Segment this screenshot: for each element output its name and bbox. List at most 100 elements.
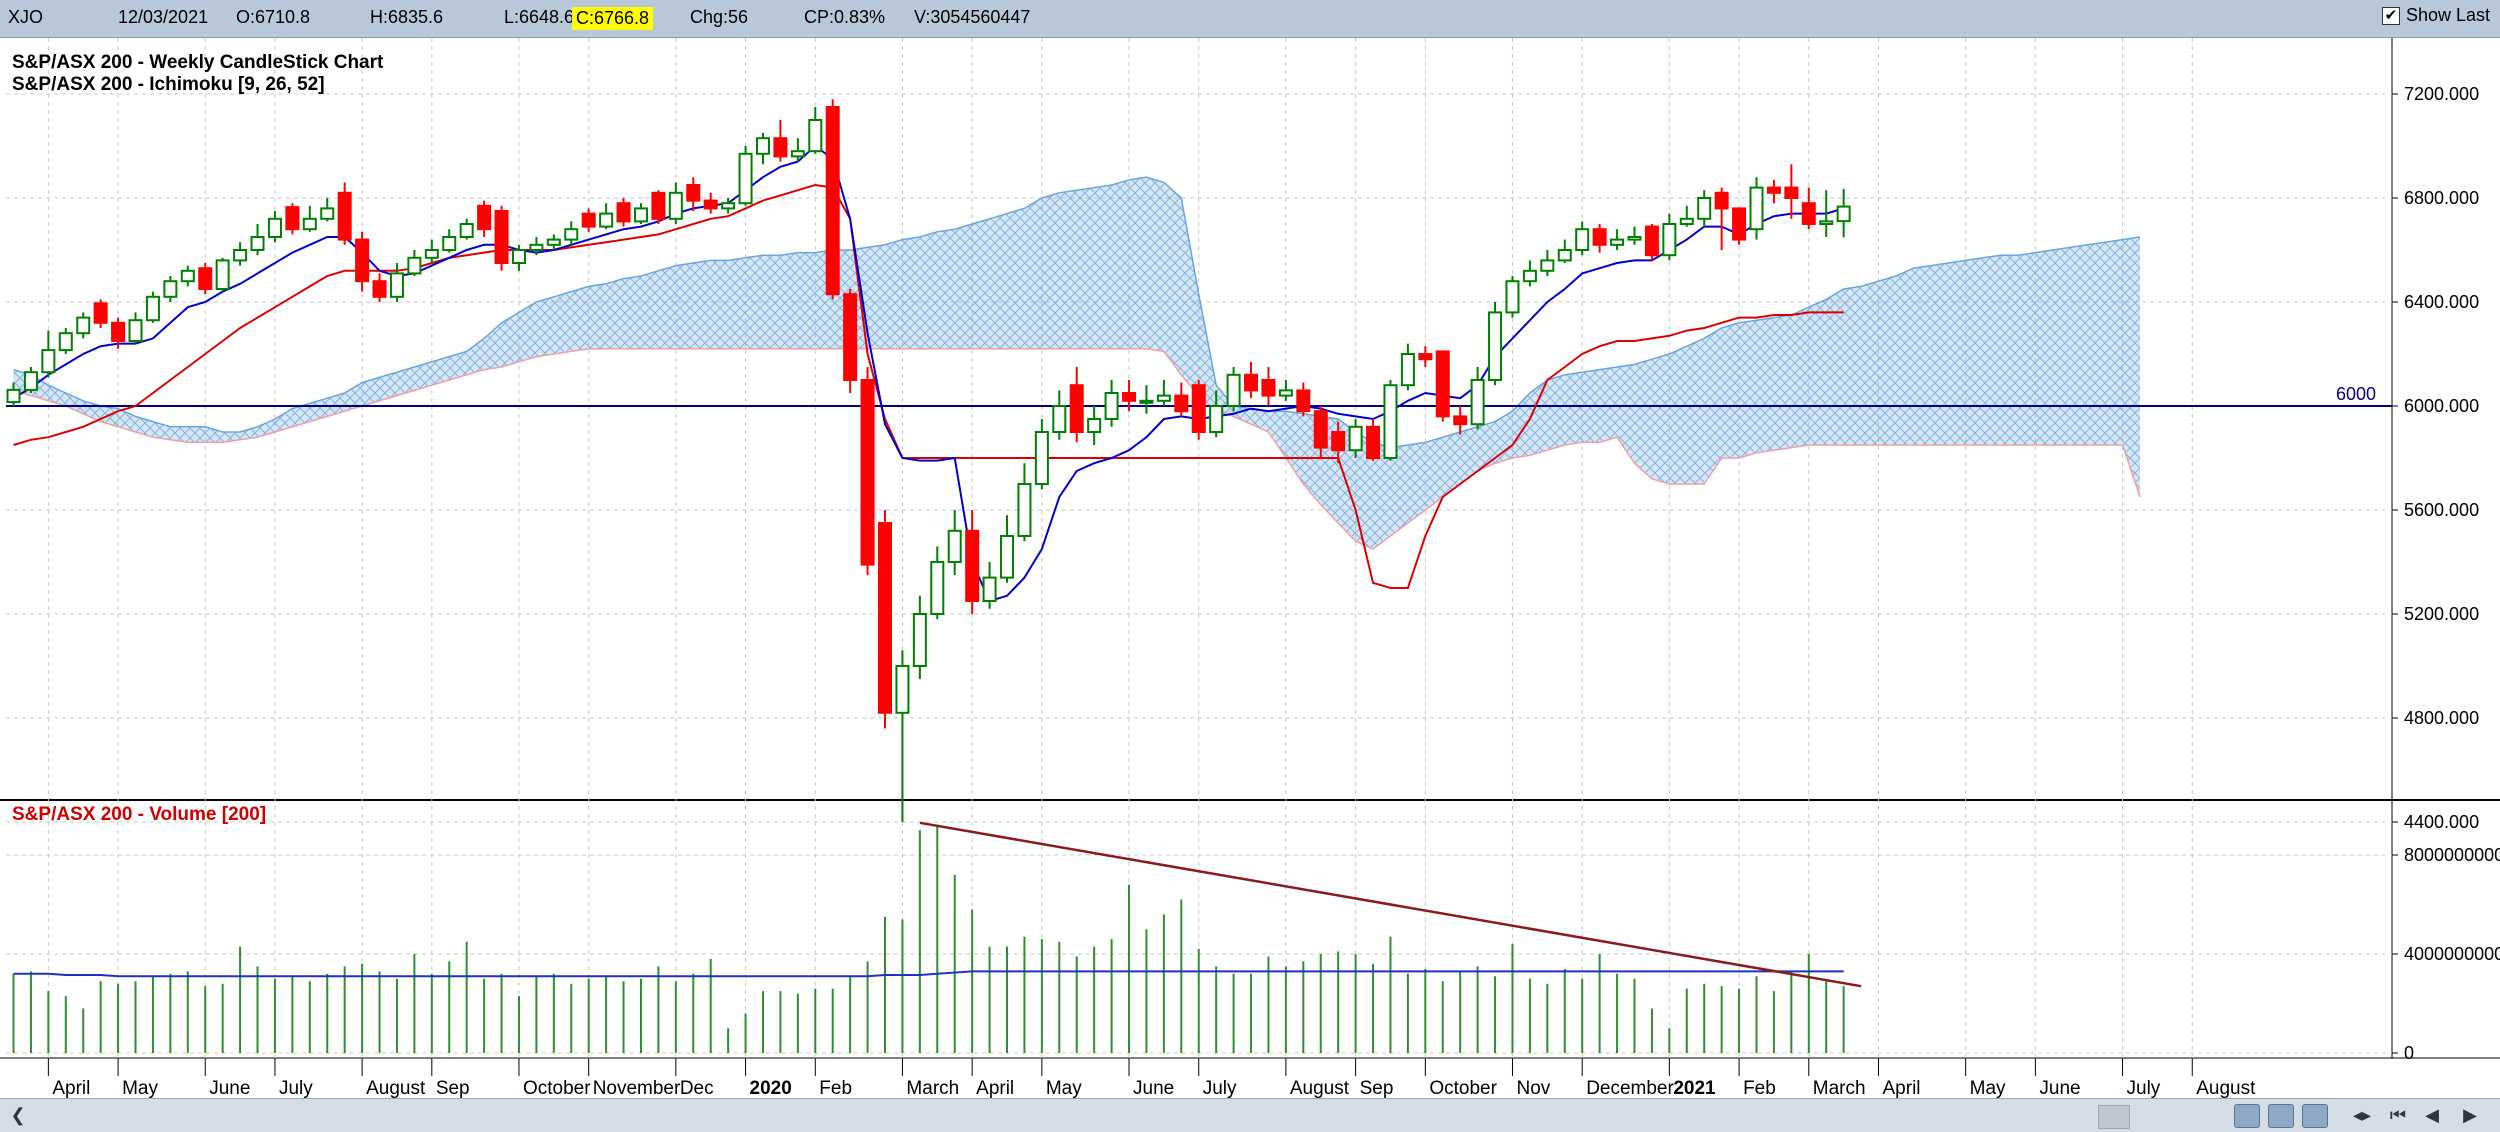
candle-up: [23, 367, 38, 393]
cloud-bull-segment: [1547, 374, 1565, 451]
cloud-bull-segment: [2052, 247, 2071, 445]
candle-up: [912, 595, 927, 679]
cloud-bull-segment: [1442, 432, 1461, 497]
candle-body: [651, 191, 666, 220]
candle-body: [686, 184, 701, 202]
time-tick-label: December: [1586, 1078, 1674, 1098]
candle-up: [1139, 385, 1154, 414]
next-icon[interactable]: ▶: [2463, 1105, 2477, 1125]
cloud-bull-segment: [414, 361, 432, 391]
candle-down: [1732, 207, 1747, 245]
cloud-bull-segment: [1495, 411, 1513, 464]
candle-body: [1418, 353, 1433, 361]
candle-body: [668, 191, 683, 220]
cloud-bull-segment: [1460, 426, 1478, 484]
candle-down: [494, 205, 509, 271]
cloud-bull-segment: [1669, 346, 1687, 484]
candle-down: [843, 289, 858, 393]
cloud-bull-segment: [640, 270, 659, 349]
candle-body: [703, 199, 718, 210]
cloud-bull-segment: [100, 406, 119, 427]
cloud-bull-segment: [728, 257, 746, 349]
chart-area[interactable]: 7200.000 6800.000 6400.000 6000.000 5600.000…: [0, 38, 2500, 1098]
save-icon[interactable]: [2302, 1104, 2328, 1128]
candle-body: [738, 152, 753, 205]
kijun-sen-line: [13, 183, 1844, 589]
cloud-bull-segment: [797, 252, 816, 349]
candle-down: [1191, 380, 1206, 440]
price-tick-label: 4800.000: [2404, 708, 2479, 728]
scroll-left-icon[interactable]: ❮: [10, 1105, 26, 1125]
cloud-bull-segment: [274, 408, 293, 432]
candle-body: [1801, 202, 1816, 225]
candle-body: [1000, 535, 1015, 579]
candle-down: [372, 273, 387, 302]
time-tick-label: 2020: [750, 1078, 792, 1098]
candle-down: [337, 182, 352, 245]
candle-body: [1732, 207, 1747, 241]
candle-up: [1540, 250, 1555, 276]
cloud-bull-segment: [65, 393, 84, 414]
price-tick-label: 7200.000: [2404, 84, 2479, 104]
candle-body: [233, 249, 248, 262]
chart-tool-icon[interactable]: [2234, 1104, 2260, 1128]
scroll-thumb[interactable]: [2098, 1105, 2130, 1129]
candle-up: [1000, 515, 1015, 583]
refresh-icon[interactable]: [2268, 1104, 2294, 1128]
candle-body: [912, 613, 927, 667]
cloud-bull-segment: [693, 260, 711, 349]
candle-body: [564, 228, 579, 241]
candle-body: [1156, 394, 1171, 402]
candle-down: [1592, 224, 1607, 253]
candle-body: [41, 349, 56, 374]
candle-body: [1575, 228, 1590, 251]
candle-up: [1400, 343, 1415, 391]
candle-down: [703, 192, 718, 214]
cloud-bull-segment: [1477, 421, 1496, 471]
cloud-bull-segment: [2087, 242, 2106, 445]
candle-up: [633, 203, 648, 224]
first-page-icon[interactable]: ⏮: [2389, 1105, 2407, 1125]
candle-body: [1470, 379, 1485, 426]
cloud-bull-segment: [780, 252, 798, 349]
open-label: O:6710.8: [236, 7, 311, 27]
cloud-bull-segment: [1564, 372, 1583, 445]
time-tick-label: May: [1970, 1078, 2006, 1098]
candle-up: [233, 242, 248, 266]
candle-body: [442, 236, 457, 251]
candle-body: [285, 206, 300, 231]
candle-up: [128, 312, 143, 344]
cloud-bull-segment: [885, 239, 903, 349]
scroll-bar[interactable]: ❮ ◂▸ ⏮ ◀ ▶: [0, 1098, 2500, 1132]
candle-up: [6, 382, 21, 406]
price-tick-label: 5200.000: [2404, 604, 2479, 624]
senkou-span-b-line: [13, 348, 2141, 550]
candle-down: [1244, 361, 1259, 399]
candle-body: [1278, 389, 1293, 397]
show-last-toggle[interactable]: ✔ Show Last: [2381, 5, 2490, 26]
change-label: Chg:56: [690, 7, 749, 27]
cloud-bull-segment: [1895, 268, 1914, 445]
candle-up: [1052, 390, 1067, 440]
cloud-bull-segment: [902, 237, 920, 349]
candle-body: [1174, 394, 1189, 413]
cloud-bull-segment: [1861, 281, 1879, 445]
cloud-bull-segment: [1076, 187, 1095, 349]
candle-body: [145, 295, 160, 322]
show-last-label: Show Last: [2405, 5, 2490, 25]
candle-up: [58, 328, 73, 354]
candle-body: [163, 280, 178, 298]
candle-body: [372, 280, 387, 298]
candle-up: [1749, 177, 1764, 240]
candle-down: [1331, 421, 1346, 464]
cloud-bull-segment: [396, 367, 415, 396]
candle-body: [1244, 373, 1259, 392]
candle-body: [843, 293, 858, 382]
candle-up: [982, 562, 997, 609]
time-tick-label: June: [2039, 1078, 2080, 1098]
show-last-checkbox[interactable]: ✔: [2381, 6, 2400, 25]
zoom-in-icon[interactable]: ◂▸: [2352, 1105, 2372, 1125]
prev-icon[interactable]: ◀: [2425, 1105, 2439, 1125]
candle-up: [1819, 190, 1834, 237]
cloud-bull-segment: [449, 351, 467, 380]
